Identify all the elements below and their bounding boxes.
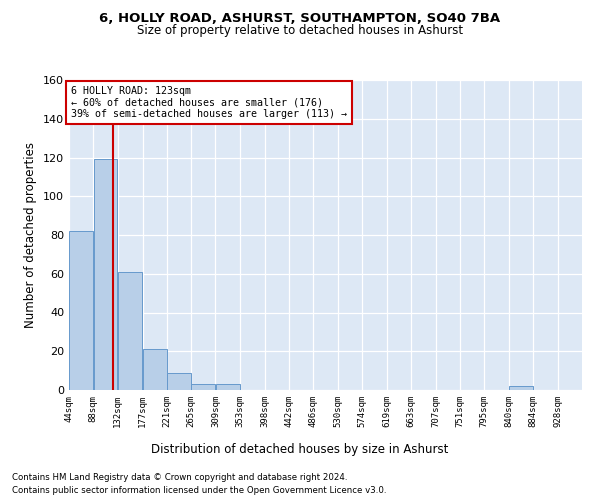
- Text: 6, HOLLY ROAD, ASHURST, SOUTHAMPTON, SO40 7BA: 6, HOLLY ROAD, ASHURST, SOUTHAMPTON, SO4…: [100, 12, 500, 26]
- Bar: [69, 231, 93, 390]
- Bar: [216, 384, 239, 390]
- Y-axis label: Number of detached properties: Number of detached properties: [25, 142, 37, 328]
- Bar: [118, 272, 142, 390]
- Bar: [509, 386, 533, 390]
- Text: Contains HM Land Registry data © Crown copyright and database right 2024.: Contains HM Land Registry data © Crown c…: [12, 472, 347, 482]
- Text: Size of property relative to detached houses in Ashurst: Size of property relative to detached ho…: [137, 24, 463, 37]
- Text: 6 HOLLY ROAD: 123sqm
← 60% of detached houses are smaller (176)
39% of semi-deta: 6 HOLLY ROAD: 123sqm ← 60% of detached h…: [71, 86, 347, 119]
- Bar: [191, 384, 215, 390]
- Bar: [94, 160, 118, 390]
- Text: Distribution of detached houses by size in Ashurst: Distribution of detached houses by size …: [151, 442, 449, 456]
- Bar: [143, 350, 167, 390]
- Text: Contains public sector information licensed under the Open Government Licence v3: Contains public sector information licen…: [12, 486, 386, 495]
- Bar: [167, 372, 191, 390]
